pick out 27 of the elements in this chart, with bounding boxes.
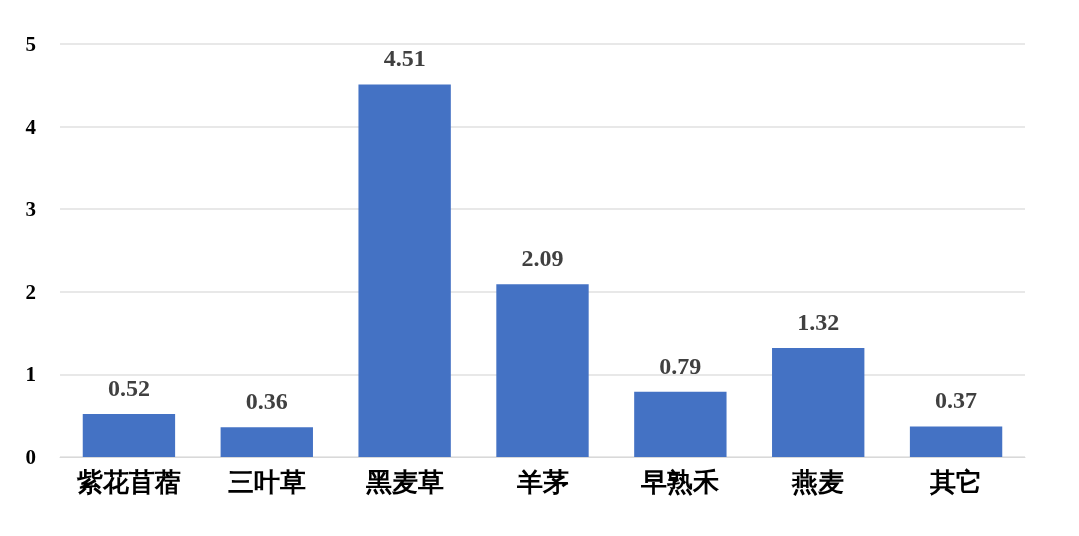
bar: [358, 84, 451, 457]
x-tick-label: 紫花苜蓿: [75, 467, 181, 497]
data-label: 4.51: [383, 45, 426, 72]
bar: [909, 426, 1003, 457]
data-label: 0.79: [659, 352, 702, 379]
y-tick-label: 5: [25, 32, 36, 56]
data-label: 0.52: [107, 375, 150, 402]
bar: [772, 347, 865, 457]
bar: [220, 427, 313, 457]
x-tick-label: 燕麦: [791, 467, 845, 497]
y-tick-label: 0: [25, 445, 36, 469]
bar: [82, 414, 176, 457]
data-label: 0.37: [935, 387, 978, 414]
data-label: 1.32: [797, 308, 840, 335]
data-label: 0.36: [245, 388, 288, 415]
x-tick-label: 三叶草: [227, 467, 306, 497]
y-tick-label: 1: [25, 362, 36, 387]
bar: [634, 391, 727, 457]
x-tick-label: 早熟禾: [640, 467, 721, 497]
y-tick-label: 3: [25, 197, 36, 222]
x-tick-label: 羊茅: [515, 467, 569, 497]
data-label: 2.09: [521, 245, 564, 272]
x-tick-label: 其它: [929, 467, 983, 497]
x-tick-label: 黑麦草: [364, 467, 444, 497]
y-tick-label: 2: [25, 279, 36, 304]
bar: [496, 284, 589, 457]
y-tick-label: 4: [25, 114, 37, 139]
